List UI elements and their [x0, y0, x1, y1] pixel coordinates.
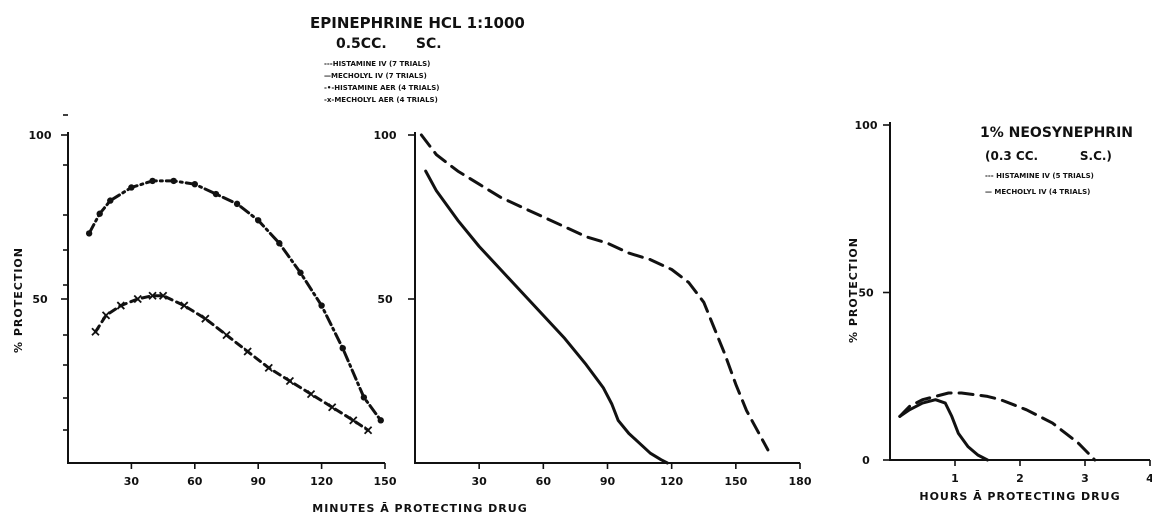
panel3-x-label: HOURS Ā PROTECTING DRUG	[919, 490, 1120, 503]
data-point-x	[363, 426, 373, 435]
figure-title-line1: EPINEPHRINE HCL 1:1000	[310, 14, 525, 32]
data-point-x	[116, 301, 125, 310]
x-tick-label: 3	[1081, 472, 1089, 485]
neosynephrin-dose: (0.3 CC. S.C.)	[985, 149, 1112, 163]
data-point-x	[285, 376, 295, 386]
data-point-x	[148, 291, 157, 300]
data-point-dot	[191, 181, 198, 188]
panel1-axes	[67, 132, 385, 464]
series-line-histamine-aer-4-trials	[87, 179, 383, 422]
x-tick-label: 120	[660, 475, 683, 488]
header-legend: ---HISTAMINE IV (7 TRIALS) —MECHOLYL IV …	[324, 60, 440, 104]
series-line-histamine-iv-7-trials	[419, 133, 770, 452]
series-line-mecholyl-aer-4-trials	[94, 294, 370, 432]
data-point-dot	[297, 269, 304, 276]
data-point-dot	[212, 190, 220, 198]
data-point-dot	[149, 177, 156, 185]
x-tick-label: 120	[310, 475, 333, 488]
figure-title-line2: 0.5CC. SC.	[336, 36, 442, 52]
legend-entry-mecholyl-iv: —MECHOLYL IV (7 TRIALS)	[324, 72, 427, 80]
data-point-x	[91, 327, 100, 336]
panel2-series	[419, 133, 770, 465]
x-tick-label: 30	[124, 475, 140, 488]
data-point-dot	[96, 210, 103, 217]
panel1-ticks: 30 60 90 120 150 100 50	[29, 114, 397, 488]
data-point-x	[133, 294, 142, 304]
chart-panel-neosynephrin: 1 2 3 4 100 50 0	[855, 119, 1152, 485]
y-tick-label: 100	[855, 119, 878, 132]
data-point-dot	[85, 230, 93, 237]
data-point-x	[328, 403, 337, 412]
x-tick-label: 60	[187, 475, 203, 488]
panel1-y-label: % PROTECTION	[12, 247, 25, 353]
data-point-dot	[128, 184, 135, 191]
data-point-dot	[170, 177, 177, 185]
legend-entry-mecholyl-iv-4: — MECHOLYL IV (4 TRIALS)	[985, 188, 1090, 196]
panel3-series	[898, 391, 1097, 462]
panel1-series	[85, 177, 384, 435]
panel3-axes	[889, 122, 1150, 461]
x-tick-label: 180	[789, 475, 812, 488]
x-tick-label: 1	[951, 472, 959, 485]
legend-entry-histamine-iv-5: --- HISTAMINE IV (5 TRIALS)	[985, 172, 1094, 180]
series-line-mecholyl-iv-7-trials	[424, 169, 669, 465]
y-tick-label: 100	[29, 129, 52, 142]
panel2-ticks: 30 60 90 120 150 180 100 50	[374, 129, 812, 488]
legend-entry-histamine-iv: ---HISTAMINE IV (7 TRIALS)	[324, 60, 430, 68]
neosynephrin-title: 1% NEOSYNEPHRIN	[980, 125, 1133, 141]
panel3-y-label: % PROTECTION	[847, 237, 860, 343]
y-tick-label: 50	[32, 293, 48, 306]
y-tick-label: 0	[862, 454, 870, 467]
data-point-dot	[360, 394, 368, 401]
x-tick-label: 4	[1146, 472, 1152, 485]
x-tick-label: 90	[251, 475, 267, 488]
series-line-mecholyl-iv-4-trials	[898, 398, 989, 462]
x-tick-label: 90	[600, 475, 616, 488]
data-point-x	[349, 416, 358, 425]
data-point-dot	[318, 302, 325, 309]
data-point-x	[158, 291, 168, 300]
data-point-dot	[255, 217, 262, 224]
data-point-x	[222, 330, 231, 340]
data-point-x	[180, 301, 189, 310]
data-point-dot	[107, 197, 114, 204]
data-point-x	[243, 347, 252, 356]
legend-entry-histamine-aer: -•-HISTAMINE AER (4 TRIALS)	[324, 84, 440, 92]
x-tick-label: 30	[472, 475, 488, 488]
x-tick-label: 150	[724, 475, 747, 488]
data-point-dot	[339, 345, 346, 352]
panel2-axes	[414, 132, 800, 464]
shared-x-label: MINUTES Ā PROTECTING DRUG	[312, 502, 528, 515]
data-point-dot	[377, 417, 384, 424]
data-point-dot	[233, 200, 241, 208]
chart-panel-intravenous: 30 60 90 120 150 180 100 50	[374, 129, 812, 488]
x-tick-label: 2	[1016, 472, 1024, 485]
y-tick-label: 100	[374, 129, 397, 142]
neosynephrin-legend: 1% NEOSYNEPHRIN (0.3 CC. S.C.) --- HISTA…	[980, 125, 1133, 196]
data-point-dot	[276, 240, 283, 247]
y-tick-label: 50	[377, 293, 393, 306]
x-tick-label: 60	[536, 475, 552, 488]
legend-entry-mecholyl-aer: -x-MECHOLYL AER (4 TRIALS)	[324, 96, 438, 104]
panel3-ticks: 1 2 3 4 100 50 0	[855, 119, 1152, 485]
y-tick-label: 50	[858, 287, 874, 300]
data-point-x	[306, 389, 316, 399]
x-tick-label: 150	[374, 475, 397, 488]
series-line-histamine-iv-5-trials	[898, 391, 1097, 462]
data-point-x	[201, 314, 210, 323]
data-point-x	[264, 363, 273, 373]
data-point-x	[101, 311, 111, 320]
chart-panel-aerosol: 30 60 90 120 150 100 50	[29, 114, 397, 488]
